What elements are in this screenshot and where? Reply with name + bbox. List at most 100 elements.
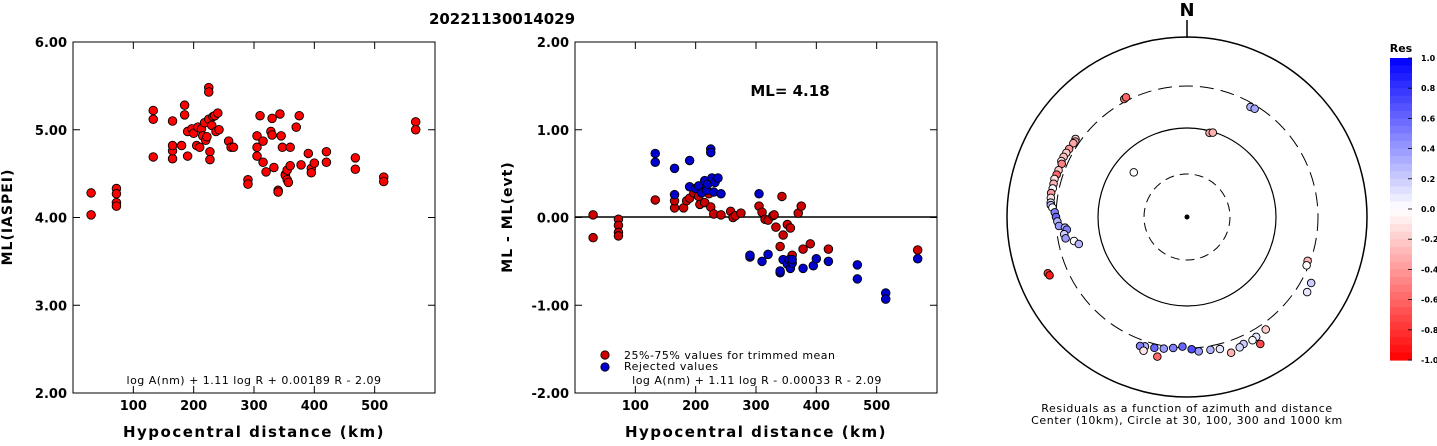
x-tick-label: 200 — [682, 399, 709, 414]
panel-1-y-axis: 2.00 3.00 4.00 5.00 6.00 — [35, 36, 435, 402]
colorbar-tick-label: -0.2 — [1421, 235, 1437, 244]
colorbar-cell — [1390, 337, 1412, 346]
residual-point — [1168, 343, 1178, 353]
x-tick-label: 400 — [803, 399, 830, 414]
colorbar-cell — [1390, 329, 1412, 338]
data-point — [148, 152, 158, 162]
panel-1-y-label: ML(IASPEI) — [0, 169, 16, 266]
data-point — [778, 230, 788, 240]
residual-point — [1139, 346, 1148, 355]
residual-point — [1235, 343, 1244, 352]
residual-point — [1302, 287, 1312, 297]
residual-point — [1129, 168, 1139, 177]
panel-2-y-label: ML - ML(evt) — [500, 161, 516, 272]
colorbar: Res 1.0 0.8 0.6 0.4 0.2 0.0 -0.2 -0.4 -0.6 -0.8 -1… — [1390, 42, 1437, 365]
data-point — [410, 117, 421, 127]
residual-point — [1159, 344, 1169, 353]
data-point — [214, 124, 224, 135]
data-point — [86, 188, 96, 198]
residual-point — [1306, 278, 1316, 288]
data-point — [736, 208, 746, 218]
data-point — [805, 239, 816, 249]
data-point — [111, 201, 122, 211]
colorbar-cell — [1390, 276, 1412, 286]
data-point — [745, 250, 755, 260]
data-point — [588, 232, 598, 243]
colorbar-cell — [1390, 209, 1412, 218]
epicenter-dot — [1184, 214, 1190, 220]
colorbar-cell — [1390, 118, 1412, 127]
data-point — [754, 189, 764, 199]
panel-2-points — [588, 144, 923, 304]
x-tick-label: 500 — [863, 399, 890, 414]
residual-point — [1226, 348, 1236, 357]
residual-point — [1194, 347, 1204, 356]
residual-point — [1302, 261, 1311, 270]
panel-1-x-axis: 100 200 300 400 500 — [120, 42, 388, 414]
data-point — [267, 113, 277, 124]
data-point — [252, 142, 262, 153]
data-point — [296, 160, 306, 170]
ml-annotation: ML= 4.18 — [750, 82, 829, 100]
colorbar-cell — [1390, 125, 1412, 135]
data-point — [787, 254, 797, 265]
residual-point — [1045, 271, 1054, 280]
colorbar-cell — [1390, 201, 1412, 210]
x-tick-label: 300 — [240, 399, 267, 414]
residual-point — [1256, 339, 1265, 349]
y-tick-label: 0.00 — [537, 212, 569, 227]
data-point — [111, 189, 122, 199]
residual-point — [1187, 345, 1196, 354]
data-point — [294, 110, 305, 121]
residual-point — [1250, 104, 1259, 113]
polar-points — [1043, 93, 1316, 361]
data-point — [269, 162, 279, 173]
data-point — [771, 222, 781, 232]
y-tick-label: 2.00 — [35, 387, 67, 402]
x-tick-label: 300 — [742, 399, 769, 414]
colorbar-cell — [1390, 216, 1412, 225]
colorbar-cell — [1390, 269, 1412, 278]
colorbar-gradient — [1390, 58, 1412, 361]
residual-point — [1261, 325, 1270, 334]
data-point — [182, 151, 193, 161]
x-tick-label: 500 — [361, 399, 388, 414]
data-point — [811, 253, 822, 264]
data-point — [291, 122, 301, 132]
legend-label-rejected: Rejected values — [624, 360, 719, 373]
legend-marker-trimmed — [600, 350, 610, 360]
residual-point — [1121, 93, 1131, 102]
data-point — [769, 210, 779, 220]
data-point — [285, 160, 295, 171]
residual-panel: -2.00 -1.00 0.00 1.00 2.00 100 200 300 400 500 M… — [500, 36, 938, 441]
data-point — [775, 241, 785, 252]
ml-iaspei-panel: 2.00 3.00 4.00 5.00 6.00 100 200 300 400 500 ML(… — [0, 36, 436, 441]
data-point — [350, 164, 361, 174]
data-point — [852, 260, 863, 270]
figure-title: 20221130014029 — [429, 10, 575, 28]
ring-30km — [1143, 173, 1231, 261]
colorbar-ticks: 1.0 0.8 0.6 0.4 0.2 0.0 -0.2 -0.4 -0.6 -0.8 -1.0 — [1408, 54, 1437, 365]
data-point — [350, 153, 361, 163]
colorbar-cell — [1390, 224, 1412, 233]
data-point — [202, 132, 212, 142]
data-point — [650, 195, 660, 205]
colorbar-tick-label: 0.2 — [1421, 175, 1435, 184]
data-point — [283, 177, 294, 188]
data-point — [912, 245, 923, 255]
data-point — [243, 179, 253, 189]
panel-2-x-label: Hypocentral distance (km) — [625, 423, 887, 441]
y-tick-label: -2.00 — [532, 387, 569, 402]
data-point — [777, 191, 787, 202]
north-label: N — [1179, 0, 1194, 21]
data-point — [613, 231, 624, 241]
colorbar-cell — [1390, 322, 1412, 331]
data-point — [179, 100, 190, 110]
residual-point — [1206, 345, 1215, 355]
colorbar-tick-label: -0.8 — [1421, 326, 1437, 335]
colorbar-cell — [1390, 344, 1412, 354]
colorbar-cell — [1390, 261, 1412, 270]
colorbar-cell — [1390, 95, 1412, 104]
